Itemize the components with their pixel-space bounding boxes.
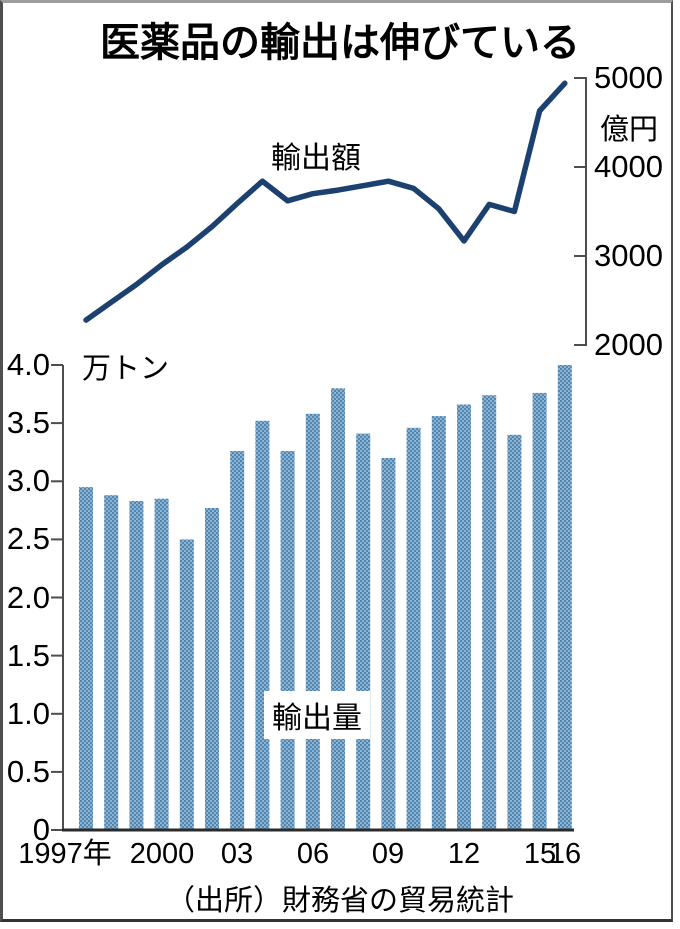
bar-2016 bbox=[557, 365, 572, 830]
right-axis bbox=[574, 77, 587, 346]
bar-1998 bbox=[104, 495, 119, 830]
x-axis-tick-2012: 12 bbox=[447, 838, 481, 870]
bar-2005 bbox=[280, 451, 295, 830]
bar-2012 bbox=[457, 404, 471, 830]
bar-1999 bbox=[129, 501, 144, 830]
right-axis-tick-3000: 3000 bbox=[594, 238, 663, 273]
right-axis-tick-2000: 2000 bbox=[594, 327, 663, 362]
source-note: （出所）財務省の貿易統計 bbox=[165, 885, 514, 917]
bar-2006 bbox=[305, 413, 320, 830]
x-axis-tick-2009: 09 bbox=[371, 838, 405, 870]
left-axis-tick-4.0: 4.0 bbox=[6, 347, 50, 382]
left-axis-unit-label: 万トン bbox=[82, 353, 170, 385]
left-axis-tick-3.0: 3.0 bbox=[6, 463, 50, 498]
x-axis-tick-2015: 15 bbox=[523, 838, 557, 870]
left-axis-tick-1.0: 1.0 bbox=[6, 696, 50, 731]
x-axis-tick-1997: 1997年 bbox=[18, 838, 112, 870]
bar-2011 bbox=[431, 416, 446, 830]
bar-2002 bbox=[205, 508, 219, 830]
bar-2004 bbox=[255, 420, 270, 830]
left-axis-tick-1.5: 1.5 bbox=[6, 638, 50, 673]
left-axis-tick-0: 0 bbox=[32, 812, 50, 847]
left-axis-tick-2.0: 2.0 bbox=[6, 580, 50, 615]
right-axis-tick-4000: 4000 bbox=[594, 149, 663, 184]
bar-2014 bbox=[507, 434, 522, 831]
x-axis-tick-2006: 06 bbox=[296, 838, 330, 870]
export-value-line bbox=[83, 80, 568, 323]
bar-2009 bbox=[381, 458, 396, 830]
bar-2003 bbox=[230, 451, 245, 830]
bar-2008 bbox=[356, 433, 371, 830]
chart-title: 医薬品の輸出は伸びている bbox=[100, 21, 580, 65]
x-axis-tick-2000: 2000 bbox=[129, 838, 195, 870]
line-series-label: 輸出額 bbox=[271, 142, 361, 175]
x-axis-tick-2016: 16 bbox=[548, 838, 582, 870]
bar-2007 bbox=[331, 388, 345, 831]
bar-2000 bbox=[154, 498, 169, 830]
bar-2001 bbox=[179, 539, 194, 830]
left-axis-tick-3.5: 3.5 bbox=[6, 405, 50, 440]
x-axis-tick-2003: 03 bbox=[220, 838, 254, 870]
left-axis-tick-0.5: 0.5 bbox=[6, 754, 50, 789]
right-axis-tick-5000: 5000 bbox=[594, 60, 663, 95]
bar-1997 bbox=[79, 487, 93, 830]
bar-series-label: 輸出量 bbox=[264, 691, 370, 739]
left-axis-tick-2.5: 2.5 bbox=[6, 521, 50, 556]
bar-2010 bbox=[406, 427, 421, 830]
right-axis-unit-label: 億円 bbox=[600, 114, 659, 146]
bar-2015 bbox=[532, 392, 547, 830]
bar-2013 bbox=[482, 395, 497, 830]
